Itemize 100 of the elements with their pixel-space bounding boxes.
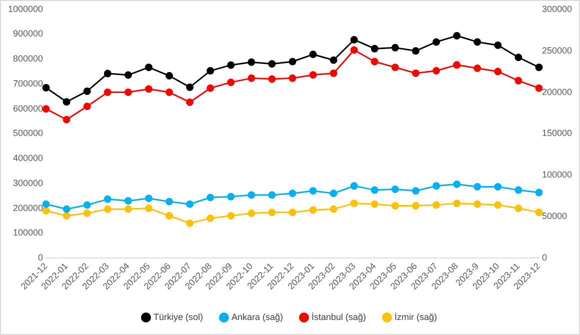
y2-tick-label: 300000 — [542, 4, 572, 14]
point — [309, 187, 317, 195]
point — [474, 64, 482, 72]
y-tick-label: 800000 — [12, 54, 44, 64]
point — [83, 87, 91, 95]
point — [227, 78, 235, 86]
point — [494, 201, 502, 209]
point — [514, 186, 522, 194]
legend-label: İzmir (sağ) — [394, 312, 438, 322]
point — [104, 205, 112, 213]
point — [62, 212, 70, 220]
point — [124, 88, 132, 96]
point — [474, 38, 482, 46]
y-tick-label: 200000 — [12, 202, 44, 213]
point — [412, 187, 420, 195]
point — [62, 98, 70, 106]
point — [370, 186, 378, 194]
legend-label: Ankara (sağ) — [231, 312, 284, 322]
point — [186, 98, 194, 106]
point — [186, 219, 194, 227]
point — [432, 182, 440, 190]
point — [391, 44, 399, 52]
point — [268, 208, 276, 216]
legend-label: Türkiye (sol) — [153, 312, 203, 322]
point — [432, 201, 440, 209]
point — [288, 208, 296, 216]
y2-tick-label: 200000 — [542, 86, 572, 97]
point — [144, 85, 152, 93]
point — [42, 207, 50, 215]
point — [288, 74, 296, 82]
point — [227, 212, 235, 220]
point — [42, 84, 50, 92]
point — [42, 105, 50, 113]
point — [535, 84, 543, 92]
point — [83, 102, 91, 110]
point — [62, 205, 70, 213]
y2-tick-label: 100000 — [542, 170, 572, 180]
y-tick-label: 1000000 — [8, 4, 44, 14]
point — [166, 88, 174, 96]
legend-label: İstanbul (sağ) — [312, 312, 366, 322]
point — [391, 202, 399, 210]
point — [227, 192, 235, 200]
point — [535, 188, 543, 196]
point — [535, 208, 543, 216]
point — [288, 190, 296, 198]
point — [432, 66, 440, 74]
point — [309, 50, 317, 58]
point — [330, 205, 338, 213]
point — [166, 212, 174, 220]
point — [206, 214, 214, 222]
point — [124, 71, 132, 79]
point — [514, 204, 522, 212]
point — [350, 200, 358, 208]
point — [391, 185, 399, 193]
point — [206, 67, 214, 75]
point — [350, 36, 358, 44]
y-tick-label: 300000 — [12, 178, 44, 188]
y2-tick-label: 150000 — [542, 128, 572, 138]
point — [104, 195, 112, 203]
point — [494, 68, 502, 76]
point — [268, 75, 276, 83]
point — [391, 64, 399, 72]
point — [412, 47, 420, 55]
y2-tick-label: 50000 — [542, 211, 567, 222]
point — [309, 71, 317, 79]
point — [268, 191, 276, 199]
point — [248, 191, 256, 199]
point — [144, 194, 152, 202]
point — [494, 182, 502, 190]
y2-tick-label: 250000 — [542, 45, 572, 56]
point — [83, 201, 91, 209]
point — [350, 182, 358, 190]
point — [309, 206, 317, 214]
y2-tick-label: 0 — [542, 252, 547, 262]
point — [330, 190, 338, 198]
point — [42, 200, 50, 208]
point — [288, 58, 296, 66]
point — [494, 41, 502, 49]
point — [330, 69, 338, 77]
point — [350, 46, 358, 54]
point — [412, 69, 420, 77]
point — [330, 56, 338, 64]
y-tick-label: 400000 — [12, 153, 44, 164]
point — [432, 38, 440, 46]
point — [453, 180, 461, 188]
point — [474, 182, 482, 190]
point — [206, 84, 214, 92]
y-tick-label: 900000 — [12, 28, 44, 39]
point — [144, 64, 152, 72]
point — [248, 74, 256, 82]
point — [186, 83, 194, 91]
point — [166, 72, 174, 80]
point — [206, 194, 214, 202]
point — [370, 58, 378, 66]
point — [248, 210, 256, 218]
point — [268, 60, 276, 68]
point — [514, 76, 522, 84]
point — [370, 44, 378, 52]
y-tick-label: 0 — [38, 252, 44, 262]
point — [370, 200, 378, 208]
